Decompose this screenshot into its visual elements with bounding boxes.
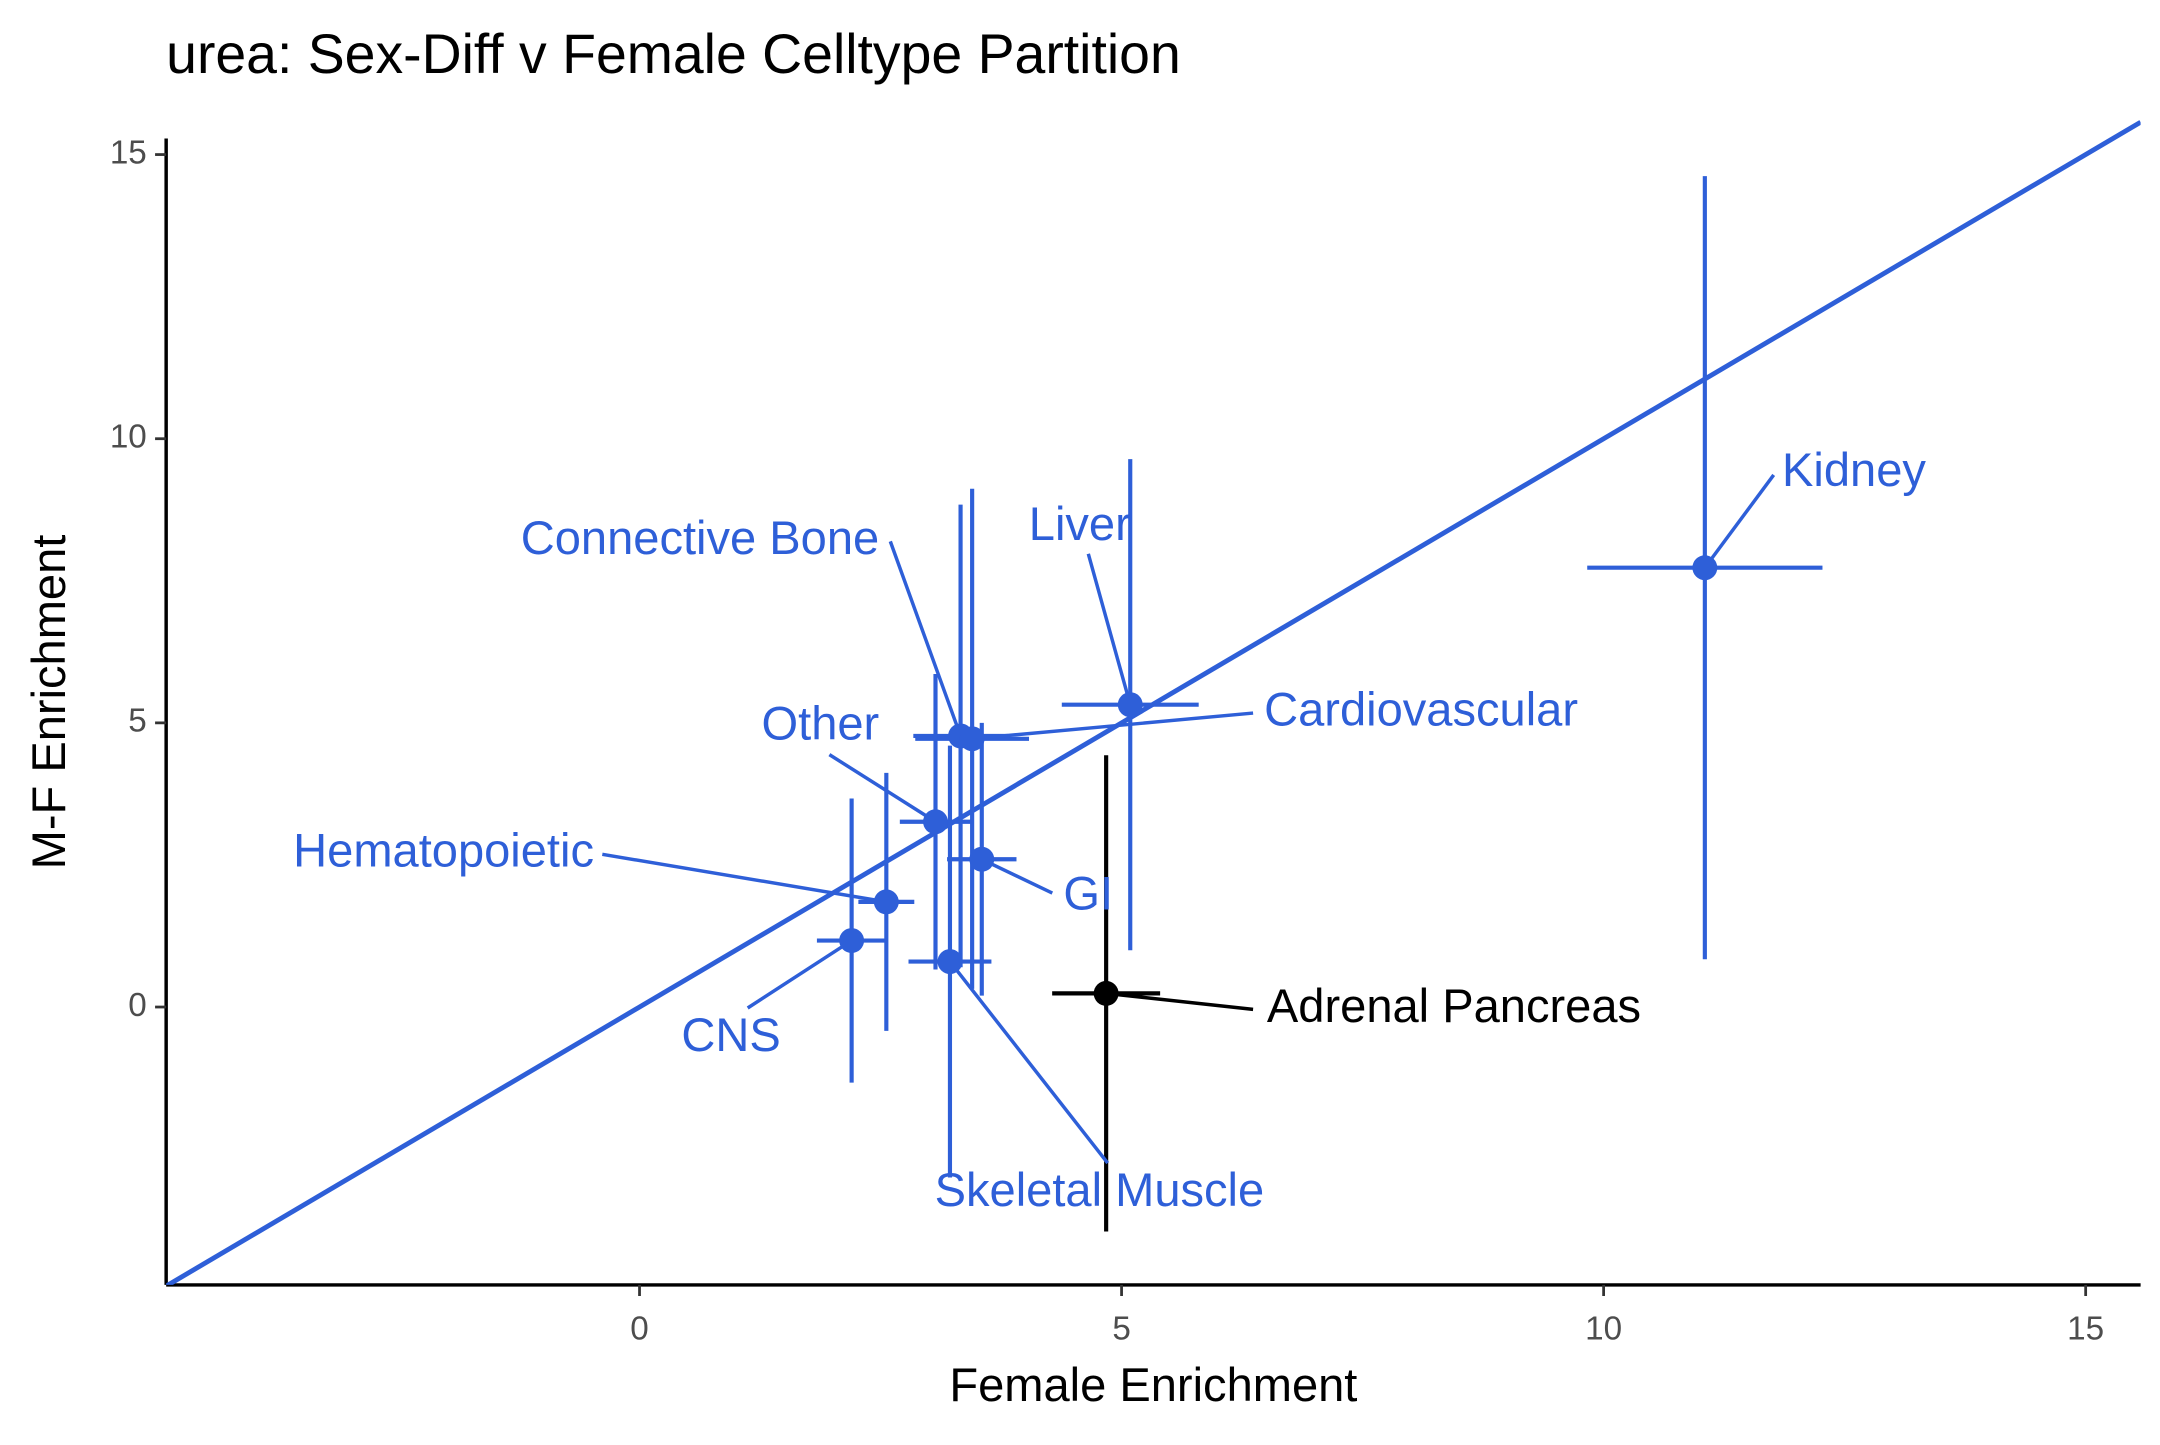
point-label: Connective Bone (521, 511, 879, 564)
point-label: Adrenal Pancreas (1267, 979, 1641, 1032)
point (969, 846, 995, 872)
point-label: Skeletal Muscle (935, 1163, 1265, 1216)
label-leader (888, 540, 963, 737)
label-leader (1703, 473, 1776, 569)
label-leader (746, 939, 853, 1010)
x-tick-label: 10 (1585, 1310, 1622, 1347)
point-label: Liver (1029, 497, 1131, 550)
y-tick-label: 5 (128, 703, 146, 740)
label-leader (1105, 991, 1254, 1012)
label-leader (948, 960, 1110, 1165)
point-label: Cardiovascular (1264, 683, 1578, 736)
label-leader (1086, 553, 1132, 706)
point-label: CNS (681, 1008, 780, 1061)
y-axis-title: M-F Enrichment (22, 535, 75, 870)
label-leader (828, 753, 937, 824)
point-label: Other (762, 696, 880, 749)
label-leader (602, 852, 887, 904)
point (839, 928, 865, 953)
x-axis-title: Female Enrichment (949, 1358, 1357, 1411)
y-tick-label: 0 (128, 987, 146, 1024)
point-label: Hematopoietic (293, 824, 594, 877)
point-label: Kidney (1782, 443, 1926, 496)
point (873, 889, 899, 915)
point-label: GI (1063, 867, 1113, 920)
point (959, 726, 985, 752)
point (937, 949, 963, 975)
x-tick-label: 15 (2067, 1310, 2104, 1347)
x-tick-label: 0 (630, 1310, 648, 1347)
point (1093, 980, 1119, 1006)
label-leader (971, 711, 1254, 741)
y-tick-label: 15 (110, 134, 147, 171)
chart-title: urea: Sex-Diff v Female Celltype Partiti… (166, 23, 1181, 85)
point (1117, 692, 1143, 718)
point (1692, 555, 1718, 581)
point (923, 809, 948, 835)
x-tick-label: 5 (1112, 1310, 1130, 1347)
label-leader (981, 857, 1054, 895)
y-tick-label: 10 (110, 418, 147, 455)
